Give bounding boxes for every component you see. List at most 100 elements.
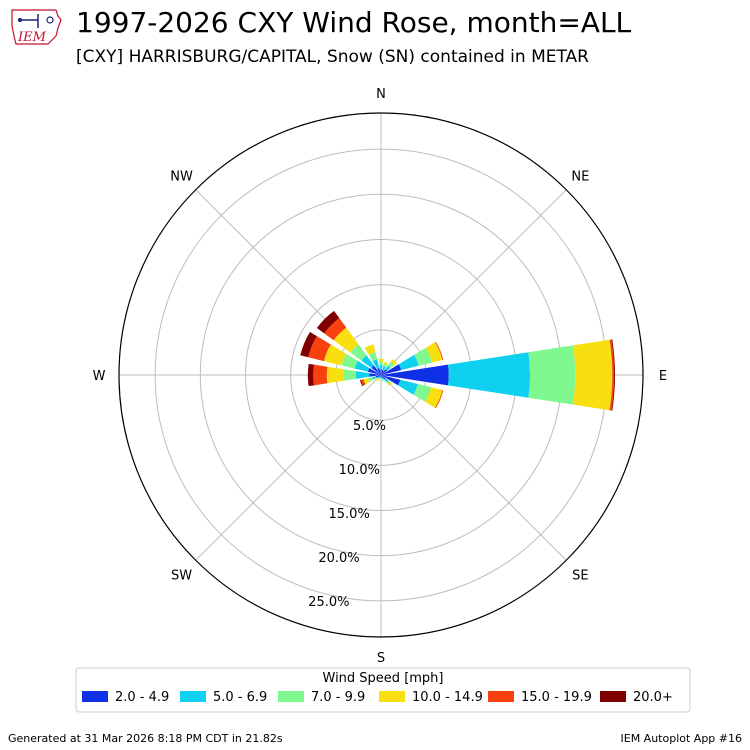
wind-bar-e-bin-4 (572, 339, 613, 411)
wind-bar-n-bin-1 (380, 369, 382, 375)
wind-bar-wnw-bin-1 (367, 367, 381, 375)
wind-bar-ssw-bin-2 (379, 376, 381, 379)
wind-bar-nw-bin-5 (324, 318, 347, 341)
wind-bar-w-bin-6 (307, 363, 315, 387)
compass-label-w: W (93, 369, 106, 384)
wind-bar-sse-bin-3 (382, 378, 384, 381)
wind-bar-s-bin-2 (380, 376, 382, 379)
wind-bar-se-bin-3 (386, 380, 391, 385)
compass-label-nw: NW (170, 170, 193, 185)
wind-bars (300, 310, 615, 411)
wind-bar-s-bin-3 (380, 378, 382, 380)
wind-bar-wsw-bin-5 (360, 379, 366, 386)
app-label: IEM Autoplot App #16 (620, 732, 743, 745)
wind-bar-ne-bin-3 (387, 361, 395, 369)
wind-bar-wnw-bin-3 (341, 353, 358, 369)
wind-bar-se-bin-2 (384, 378, 389, 383)
compass-label-se: SE (572, 568, 588, 583)
radial-tick-label: 20.0% (318, 551, 359, 566)
wind-bar-w-bin-3 (343, 369, 356, 381)
wind-bar-nw-bin-6 (316, 310, 340, 334)
wind-bar-nne-bin-4 (383, 361, 389, 365)
wind-bar-se-bin-4 (387, 381, 392, 386)
wind-bar-n-bin-3 (378, 361, 384, 366)
wind-bar-s-bin-1 (380, 375, 382, 377)
wind-bar-nne-bin-1 (381, 369, 384, 375)
wind-bar-ese-bin-3 (413, 384, 432, 402)
wind-bar-wsw-bin-2 (372, 376, 377, 380)
wind-bar-w-bin-2 (355, 371, 370, 379)
wind-bar-ene-bin-3 (414, 347, 432, 366)
radial-tick-label: 10.0% (339, 463, 380, 478)
compass-label-ne: NE (571, 170, 589, 185)
wind-bar-e-bin-6 (611, 339, 615, 411)
wind-bar-sse-bin-1 (381, 375, 383, 378)
wind-bar-nnw-bin-2 (372, 359, 380, 369)
radial-tick-label: 25.0% (308, 595, 349, 610)
legend-swatch (278, 691, 304, 702)
polar-labels: 5.0% 10.0% 15.0% 20.0% 25.0% N NE E SE S SW W NW (93, 87, 668, 666)
iem-logo: IEM (11, 9, 62, 45)
legend: Wind Speed [mph] 2.0 - 4.9 5.0 - 6.9 7.0 - … (75, 667, 691, 713)
wind-bar-wsw-bin-3 (367, 377, 374, 383)
chart-subtitle: [CXY] HARRISBURG/CAPITAL, Snow (SN) cont… (76, 47, 589, 67)
wind-bar-e-bin-2 (447, 352, 531, 398)
wind-bar-sse-bin-4 (382, 379, 385, 382)
wind-bar-se-bin-1 (381, 375, 386, 380)
wind-bar-wnw-bin-4 (323, 344, 347, 366)
compass-label-sw: SW (171, 568, 192, 583)
spoke-gridline (380, 189, 567, 376)
wind-bar-nnw-bin-1 (377, 367, 381, 375)
wind-bar-sse-bin-2 (381, 377, 384, 380)
wind-bar-w-bin-4 (326, 366, 344, 384)
wind-bar-nne-bin-2 (382, 366, 386, 371)
chart-title: 1997-2026 CXY Wind Rose, month=ALL (76, 6, 632, 39)
wind-bar-n-bin-4 (378, 358, 384, 362)
wind-bar-w-bin-5 (313, 364, 328, 386)
wind-bar-ese-bin-1 (381, 375, 401, 386)
wind-bar-ene-bin-5 (435, 341, 444, 360)
wind-bar-nw-bin-2 (361, 355, 375, 369)
legend-title: Wind Speed [mph] (323, 671, 444, 686)
wind-bar-n-bin-2 (379, 365, 383, 370)
legend-label: 15.0 - 19.9 (521, 690, 592, 705)
wind-bar-nw-bin-3 (350, 344, 367, 361)
wind-bar-wnw-bin-2 (354, 360, 370, 372)
wind-bar-ene-bin-4 (425, 342, 443, 363)
wind-bar-ne-bin-1 (381, 369, 387, 375)
spoke-gridline (380, 374, 567, 561)
legend-label: 5.0 - 6.9 (213, 690, 267, 705)
wind-bar-sw-bin-3 (376, 377, 379, 380)
wind-bar-e-bin-1 (381, 364, 449, 386)
spoke-gridline (195, 374, 382, 561)
radial-tick-label: 5.0% (353, 419, 386, 434)
wind-bar-wnw-bin-6 (300, 331, 317, 358)
wind-bar-e-bin-5 (609, 339, 615, 411)
wind-bar-sw-bin-2 (377, 376, 380, 379)
wind-bar-sw-bin-1 (378, 375, 381, 378)
wind-bar-nw-bin-4 (333, 327, 359, 353)
legend-swatch (82, 691, 108, 702)
wind-bar-w-bin-1 (369, 373, 381, 377)
legend-swatch (488, 691, 514, 702)
legend-label: 2.0 - 4.9 (115, 690, 169, 705)
wind-bar-ssw-bin-4 (378, 378, 380, 381)
legend-swatch (600, 691, 626, 702)
wind-bar-ene-bin-2 (398, 354, 419, 371)
wind-bar-nw-bin-1 (371, 365, 381, 375)
wind-bar-e-bin-3 (528, 345, 576, 405)
wind-bar-wnw-bin-5 (308, 336, 331, 362)
wind-bar-wsw-bin-1 (375, 375, 381, 378)
radial-tick-label: 15.0% (329, 507, 370, 522)
compass-label-n: N (376, 87, 386, 102)
wind-bar-wsw-bin-4 (363, 378, 370, 385)
legend-label: 7.0 - 9.9 (311, 690, 365, 705)
wind-bar-ese-bin-4 (425, 387, 443, 408)
wind-bar-ne-bin-4 (390, 358, 398, 366)
wind-bar-sw-bin-4 (375, 378, 378, 381)
legend-swatch (180, 691, 206, 702)
wind-bar-ene-bin-1 (381, 364, 402, 375)
wind-bar-ne-bin-2 (385, 365, 391, 371)
outer-frame (118, 112, 644, 638)
